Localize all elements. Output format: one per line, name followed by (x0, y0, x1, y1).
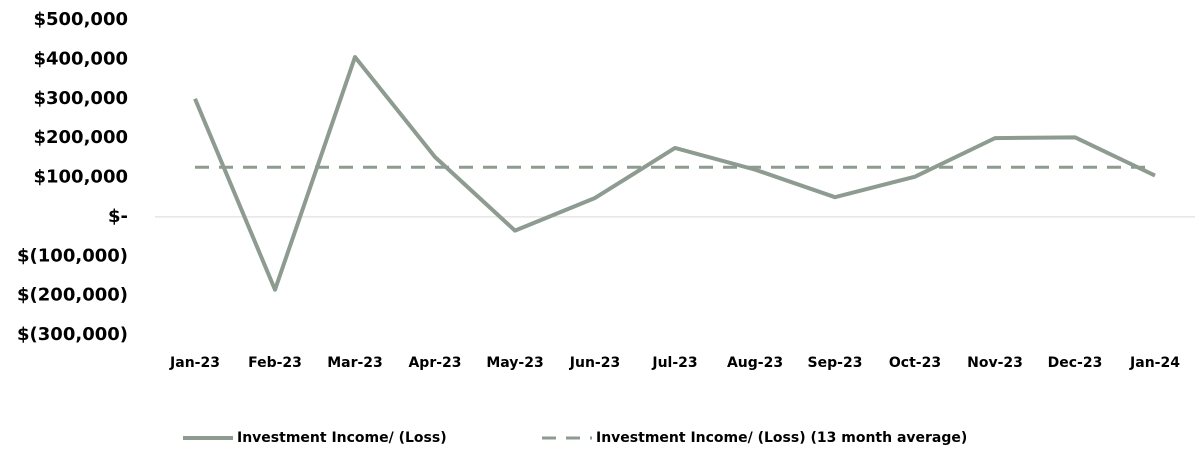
y-tick-label: $300,000 (33, 88, 128, 109)
legend-label: Investment Income/ (Loss) (237, 430, 447, 446)
x-tick-label: Jul-23 (651, 355, 697, 371)
x-tick-label: Dec-23 (1048, 355, 1103, 371)
x-tick-label: Jun-23 (569, 355, 620, 371)
x-tick-label: Feb-23 (248, 355, 302, 371)
x-tick-label: Mar-23 (327, 355, 383, 371)
x-tick-label: Sep-23 (808, 355, 863, 371)
x-tick-label: Oct-23 (889, 355, 941, 371)
y-tick-label: $100,000 (33, 167, 128, 188)
legend-label: Investment Income/ (Loss) (13 month aver… (596, 430, 967, 446)
x-tick-label: May-23 (486, 355, 543, 371)
y-tick-label: $400,000 (33, 48, 128, 69)
x-tick-label: Aug-23 (727, 355, 783, 371)
x-tick-label: Jan-24 (1129, 355, 1180, 371)
x-tick-label: Jan-23 (169, 355, 220, 371)
y-tick-label: $500,000 (33, 9, 128, 30)
x-tick-label: Nov-23 (967, 355, 1023, 371)
line-series (193, 55, 1156, 292)
y-tick-label: $(100,000) (17, 245, 128, 266)
y-tick-label: $- (108, 206, 128, 227)
y-tick-label: $(200,000) (17, 285, 128, 306)
x-tick-label: Apr-23 (408, 355, 461, 371)
y-tick-label: $(300,000) (17, 324, 128, 345)
y-tick-label: $200,000 (33, 127, 128, 148)
